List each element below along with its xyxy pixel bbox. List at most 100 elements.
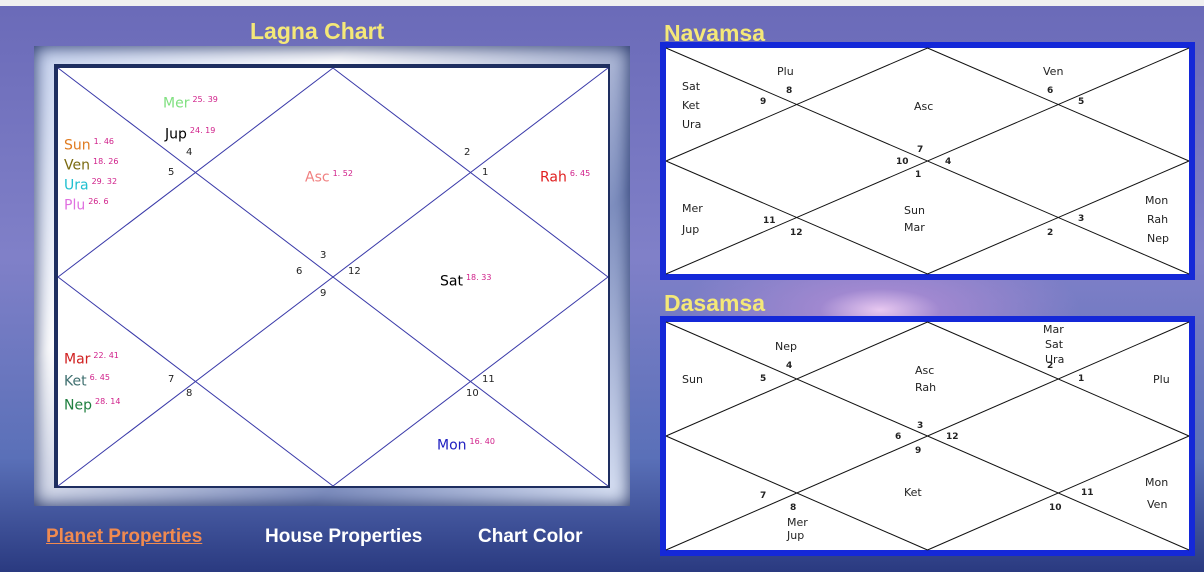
house-number: 1 bbox=[1078, 374, 1085, 384]
chart-line bbox=[57, 67, 609, 487]
planet: Mer 25. 39 bbox=[163, 95, 218, 112]
planet: Ven bbox=[1043, 65, 1064, 78]
planet: Ven bbox=[1147, 498, 1168, 511]
planet: Sat bbox=[682, 80, 701, 93]
house-number: 11 bbox=[1081, 488, 1094, 498]
house-number: 8 bbox=[790, 503, 797, 513]
planet-degree: 18. 33 bbox=[465, 273, 492, 282]
planet-name: Sun bbox=[64, 137, 91, 154]
planet: Mar 22. 41 bbox=[64, 351, 119, 368]
toolbar-strip bbox=[0, 0, 1204, 6]
planet-degree: 25. 39 bbox=[192, 95, 218, 104]
planet-degree: 6. 45 bbox=[569, 169, 591, 178]
chart-line bbox=[332, 67, 609, 278]
chart-line bbox=[665, 47, 1190, 275]
planet: Mer bbox=[787, 516, 808, 529]
house-number: 12 bbox=[946, 432, 959, 442]
chart-line bbox=[665, 47, 928, 162]
planet: Nep 28. 14 bbox=[64, 397, 120, 414]
chart-line bbox=[57, 276, 334, 487]
chart-line bbox=[665, 321, 928, 437]
planet: Asc bbox=[914, 100, 934, 113]
house-number: 7 bbox=[917, 145, 924, 155]
planet-name: Mer bbox=[163, 95, 190, 112]
planet-name: Asc bbox=[305, 169, 330, 186]
chart-line bbox=[665, 160, 928, 275]
lagna-title: Lagna Chart bbox=[250, 18, 385, 44]
house-number: 8 bbox=[186, 388, 193, 399]
planet: Ura 29. 32 bbox=[64, 177, 117, 194]
house-number: 4 bbox=[786, 361, 793, 371]
house-number: 2 bbox=[464, 147, 471, 158]
house-number: 5 bbox=[760, 374, 767, 384]
planet: Asc 1. 52 bbox=[305, 169, 353, 186]
house-number: 9 bbox=[915, 446, 922, 456]
house-number: 4 bbox=[945, 157, 952, 167]
planet: Mon bbox=[1145, 476, 1169, 489]
planet-name: Ket bbox=[64, 373, 87, 390]
chart-line bbox=[57, 67, 334, 278]
planet: Jup bbox=[787, 529, 805, 542]
planet-properties-link[interactable]: Planet Properties bbox=[46, 526, 203, 547]
planet: Sun bbox=[904, 204, 925, 217]
chart-line bbox=[332, 276, 609, 487]
house-number: 6 bbox=[895, 432, 902, 442]
planet: Nep bbox=[1147, 232, 1169, 245]
house-number: 11 bbox=[763, 216, 776, 226]
chart-line bbox=[927, 435, 1190, 551]
planet-degree: 1. 52 bbox=[332, 169, 353, 178]
planet: Jup bbox=[682, 223, 700, 236]
planet: Plu bbox=[777, 65, 794, 78]
house-number: 1 bbox=[915, 170, 922, 180]
planet: Jup 24. 19 bbox=[165, 126, 215, 143]
planet: Sat 18. 33 bbox=[440, 273, 491, 290]
house-number: 6 bbox=[1047, 86, 1054, 96]
house-number: 8 bbox=[786, 86, 793, 96]
house-number: 9 bbox=[760, 97, 767, 107]
planet-name: Ven bbox=[64, 157, 90, 174]
planet: Rah bbox=[1147, 213, 1169, 226]
planet-degree: 1. 46 bbox=[93, 137, 114, 146]
planet: Mar bbox=[1043, 323, 1064, 336]
planet-name: Mon bbox=[437, 437, 467, 454]
planet: Plu 26. 6 bbox=[64, 197, 109, 214]
house-number: 12 bbox=[348, 266, 361, 277]
chart-color-link[interactable]: Chart Color bbox=[478, 526, 583, 547]
house-number: 3 bbox=[320, 250, 327, 261]
chart-line bbox=[927, 160, 1190, 275]
planet: Asc bbox=[915, 364, 935, 377]
house-number: 3 bbox=[917, 421, 924, 431]
planet: Sat bbox=[1045, 338, 1064, 351]
house-properties-link[interactable]: House Properties bbox=[265, 526, 423, 547]
planet: Rah bbox=[915, 381, 937, 394]
planet: Ket bbox=[904, 486, 922, 499]
house-number: 1 bbox=[482, 167, 489, 178]
planet-degree: 6. 45 bbox=[89, 373, 110, 382]
house-number: 9 bbox=[320, 288, 327, 299]
planet-degree: 22. 41 bbox=[93, 351, 119, 360]
dasamsa-title: Dasamsa bbox=[664, 290, 766, 316]
planet: Rah 6. 45 bbox=[540, 169, 590, 186]
chart-line bbox=[665, 321, 1190, 551]
navamsa-title: Navamsa bbox=[664, 20, 766, 46]
planet-degree: 29. 32 bbox=[91, 177, 118, 186]
planet-name: Jup bbox=[165, 126, 187, 143]
planet-name: Rah bbox=[540, 169, 567, 186]
house-number: 2 bbox=[1047, 361, 1054, 371]
planet-name: Mar bbox=[64, 351, 91, 368]
planet-degree: 18. 26 bbox=[92, 157, 119, 166]
planet: Mon 16. 40 bbox=[437, 437, 495, 454]
house-number: 5 bbox=[168, 167, 175, 178]
house-number: 5 bbox=[1078, 97, 1085, 107]
house-number: 2 bbox=[1047, 228, 1054, 238]
house-number: 7 bbox=[760, 491, 767, 501]
house-number: 6 bbox=[296, 266, 303, 277]
planet: Ven 18. 26 bbox=[64, 157, 118, 174]
planet: Sun 1. 46 bbox=[64, 137, 114, 154]
planet: Ura bbox=[682, 118, 702, 131]
house-number: 10 bbox=[466, 388, 479, 399]
planet-name: Sat bbox=[440, 273, 463, 290]
house-number: 7 bbox=[168, 374, 175, 385]
planet: Sun bbox=[682, 373, 703, 386]
